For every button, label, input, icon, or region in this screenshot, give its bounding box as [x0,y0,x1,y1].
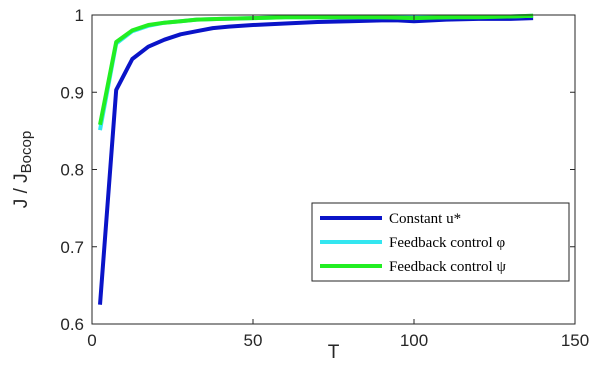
x-tick-label: 0 [87,331,96,350]
series-line-1 [98,16,534,305]
y-tick-label: 0.7 [60,238,84,257]
legend-label-3: Feedback control ψ [389,259,506,275]
y-tick-label: 0.8 [60,161,84,180]
ticks-layer: 0 50 100 150 0.6 0.7 0.8 0.9 1 [60,6,589,350]
y-axis-label: J / JBocop [11,131,35,208]
legend: Constant u* Feedback control φ Feedback co… [311,202,570,282]
series-layer [98,13,534,305]
y-axis-label-subscript: Bocop [18,131,35,174]
x-tick-label: 100 [400,331,428,350]
y-tick-label: 0.9 [60,83,84,102]
x-tick-label: 150 [561,331,589,350]
y-tick-label: 0.6 [60,315,84,334]
series-line-2 [98,13,534,131]
x-axis-label: T [328,342,340,363]
y-tick-label: 1 [75,6,84,25]
series-line-3 [98,13,534,126]
x-tick-label: 50 [244,331,263,350]
legend-label-1: Constant u* [389,211,461,227]
legend-label-2: Feedback control φ [389,235,505,251]
y-axis-label-main: J / J [11,173,32,208]
